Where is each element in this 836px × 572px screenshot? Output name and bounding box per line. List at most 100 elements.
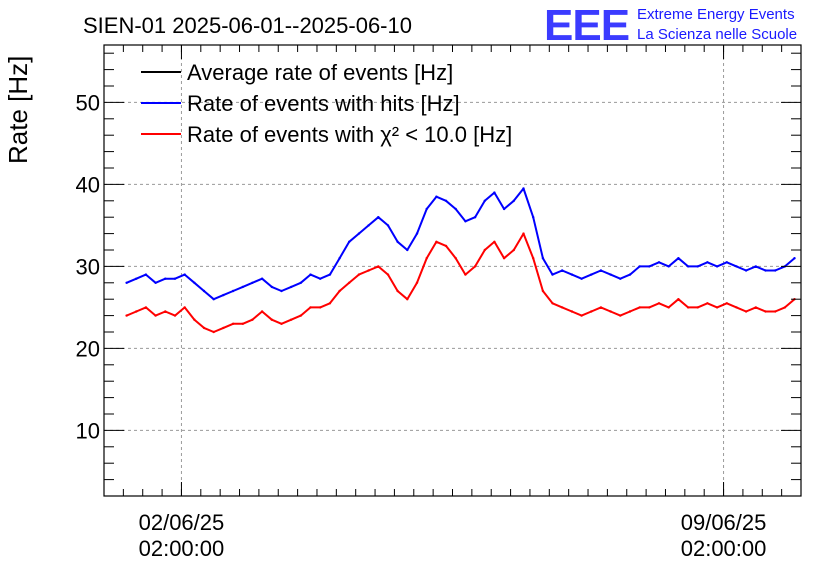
series-chi2-point — [783, 306, 787, 309]
series-chi2-point — [406, 298, 409, 301]
series-hits-point — [193, 281, 196, 284]
series-hits-point — [551, 273, 554, 276]
series-chi2-point — [270, 318, 273, 321]
series-chi2-point — [251, 318, 254, 321]
x-tick-label-date: 02/06/25 — [139, 510, 225, 535]
series-chi2-point — [183, 306, 186, 309]
series-chi2-point — [619, 314, 622, 317]
series-chi2-point — [396, 289, 399, 293]
series-hits-point — [735, 265, 738, 268]
series-chi2-point — [435, 240, 438, 243]
series-chi2-point — [628, 310, 632, 313]
series-hits-point — [677, 257, 680, 260]
series-hits-point — [348, 240, 351, 243]
x-tick-label-time: 02:00:00 — [139, 536, 225, 561]
series-hits-point — [377, 216, 380, 219]
series-chi2-point — [144, 306, 148, 309]
series-hits-point — [541, 257, 545, 260]
series-hits-point — [638, 265, 641, 268]
series-hits-point — [319, 277, 322, 280]
series-hits-point — [309, 273, 312, 276]
series-chi2-point — [444, 244, 448, 248]
series-hits-point — [744, 269, 748, 272]
y-tick-label: 20 — [76, 336, 100, 361]
series-chi2-point — [193, 318, 196, 321]
x-tick-label-date: 09/06/25 — [681, 510, 767, 535]
series-chi2-point — [609, 310, 612, 313]
series-chi2-point — [599, 306, 603, 309]
series-chi2-point — [231, 322, 235, 325]
series-chi2-point — [522, 232, 525, 235]
legend: Average rate of events [Hz] Rate of even… — [141, 60, 512, 147]
series-chi2-point — [377, 265, 380, 268]
series-chi2-point — [357, 273, 361, 276]
y-tick-label: 30 — [76, 254, 100, 279]
series-hits-point — [415, 232, 419, 235]
series-hits-point — [251, 281, 254, 284]
series-chi2-point — [202, 326, 206, 330]
series-chi2-point — [561, 306, 564, 309]
eee-logo-mark: EEE — [544, 1, 629, 50]
series-chi2-point — [464, 273, 467, 276]
series-chi2-point — [744, 310, 748, 313]
series-hits-point — [493, 191, 496, 194]
series-chi2-point — [696, 306, 699, 309]
series-hits-point — [667, 265, 670, 268]
series-chi2-point — [212, 330, 215, 334]
series-hits-point — [280, 289, 283, 293]
series-chi2-point — [425, 257, 428, 260]
eee-logo-line1: Extreme Energy Events — [637, 6, 795, 23]
series-chi2-point — [173, 314, 177, 317]
series-hits-point — [512, 199, 515, 202]
series-chi2-point — [328, 302, 332, 305]
series-chi2-point — [725, 302, 728, 305]
series-chi2-point — [570, 310, 574, 313]
series-hits-point — [590, 273, 593, 276]
series-hits-point — [154, 281, 157, 284]
series-chi2-point — [222, 326, 225, 330]
series-chi2-point — [415, 281, 419, 284]
chart-title: SIEN-01 2025-06-01--2025-06-10 — [83, 13, 412, 38]
series-chi2-point — [280, 322, 283, 325]
series-chi2-point — [493, 240, 496, 243]
series-hits-point — [435, 195, 438, 198]
series-hits-point — [725, 261, 728, 264]
series-hits-point — [715, 265, 719, 268]
series-hits-point — [532, 216, 535, 219]
series-chi2-point — [667, 306, 670, 309]
series-hits-point — [328, 273, 332, 276]
series-chi2-point — [454, 257, 457, 260]
series-hits-point — [406, 248, 409, 252]
series-chi2-line — [126, 232, 796, 333]
series-hits-point — [648, 265, 651, 268]
series-hits-point — [290, 285, 293, 289]
series-hits-point — [619, 277, 622, 280]
series-chi2-point — [309, 306, 312, 309]
series-hits-point — [444, 199, 448, 202]
series-hits-point — [183, 273, 186, 276]
series-hits-point — [338, 257, 341, 260]
series-chi2-point — [638, 306, 641, 309]
series-hits-point — [580, 277, 583, 280]
legend-label-hits: Rate of events with hits [Hz] — [187, 91, 460, 116]
series-hits-point — [483, 199, 486, 202]
series-hits-point — [367, 224, 370, 227]
series-hits-point — [522, 187, 525, 190]
series-hits-point — [270, 285, 273, 289]
series-chi2-point — [290, 318, 293, 321]
y-tick-label: 40 — [76, 172, 100, 197]
series-chi2-point — [319, 306, 322, 309]
series-hits-point — [425, 207, 428, 211]
grid-layer — [104, 45, 801, 496]
series-hits-point — [686, 265, 690, 268]
series-hits-point — [212, 298, 215, 301]
series-chi2-point — [299, 314, 302, 317]
series-chi2-point — [135, 310, 138, 313]
series-layer — [125, 187, 796, 334]
series-chi2-point — [657, 302, 661, 305]
series-hits-point — [260, 277, 264, 280]
x-tick-label-time: 02:00:00 — [681, 536, 767, 561]
series-chi2-point — [648, 306, 651, 309]
series-chi2-point — [715, 306, 719, 309]
